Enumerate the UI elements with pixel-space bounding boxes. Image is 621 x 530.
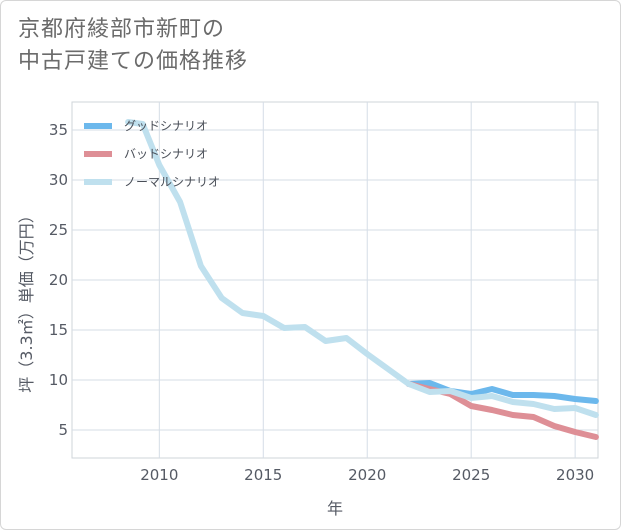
- legend-label: ノーマルシナリオ: [124, 175, 220, 189]
- chart-title-line2: 中古戸建ての価格推移: [18, 49, 249, 74]
- series-line-0: [405, 380, 599, 404]
- y-tick-label: 15: [49, 321, 68, 339]
- legend-item-1[interactable]: バッドシナリオ: [84, 147, 208, 161]
- y-tick-label: 20: [49, 271, 68, 289]
- y-axis-label: 坪（3.3㎡）単価（万円）: [17, 207, 36, 392]
- x-tick-label: 2030: [556, 466, 594, 484]
- series-line-2: [125, 119, 599, 418]
- y-tick-label: 5: [58, 421, 68, 439]
- x-tick-label: 2010: [140, 466, 178, 484]
- y-tick-label: 10: [49, 371, 68, 389]
- series-lines: [125, 119, 599, 440]
- x-tick-label: 2025: [452, 466, 490, 484]
- y-tick-label: 25: [49, 221, 68, 239]
- chart-title-line1: 京都府綾部市新町の: [18, 17, 226, 42]
- y-axis-ticks: 5 10 15 20 25 30 35: [49, 121, 68, 439]
- legend-item-2[interactable]: ノーマルシナリオ: [84, 175, 220, 189]
- y-tick-label: 30: [49, 171, 68, 189]
- x-axis-ticks: 2010 2015 2020 2025 2030: [140, 466, 594, 484]
- legend-label: バッドシナリオ: [124, 147, 208, 161]
- grid-lines: [72, 102, 598, 458]
- x-tick-label: 2020: [348, 466, 386, 484]
- x-tick-label: 2015: [244, 466, 282, 484]
- y-tick-label: 35: [49, 121, 68, 139]
- chart-title: 京都府綾部市新町の 中古戸建ての価格推移: [18, 14, 248, 78]
- legend-label: グッドシナリオ: [124, 119, 208, 133]
- x-axis-label: 年: [327, 499, 343, 518]
- legend-item-0[interactable]: グッドシナリオ: [84, 119, 208, 133]
